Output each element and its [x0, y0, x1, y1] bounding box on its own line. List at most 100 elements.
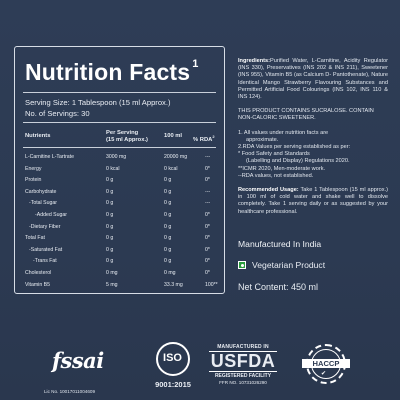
nutrient-rda: 0*	[205, 270, 210, 276]
ingredients-paragraph: Ingredients:Purified Water, L-Carnitine,…	[238, 58, 388, 101]
nutrient-rda: ---	[205, 154, 211, 160]
nutrient-rda: ---	[205, 200, 211, 207]
haccp-seal-icon: HACCP ✔	[302, 344, 350, 384]
nutrient-row: -Total Sugar 0 g 0 g ---	[15, 200, 226, 212]
nutrient-name: Vitamin B5	[25, 281, 50, 288]
nutrient-per-100ml: 0 g	[164, 246, 172, 253]
haccp-text: HACCP	[302, 359, 350, 368]
usfda-logo: MANUFACTURED IN USFDA REGISTERED FACILIT…	[209, 344, 277, 385]
nutrient-per-100ml: 0 g	[164, 177, 172, 184]
nutrient-name: Protein	[25, 177, 42, 184]
nutrient-rda: 0*	[205, 223, 210, 230]
nutrient-per-100ml: 0 mg	[164, 270, 176, 276]
vegetarian-text: Vegetarian Product	[252, 260, 326, 270]
header-per-serving-line1: Per Serving	[106, 130, 139, 136]
vegetarian-label: Vegetarian Product	[238, 260, 325, 270]
nutrient-per-serving: 5 mg	[106, 281, 118, 288]
nutrient-per-serving: 0 g	[106, 258, 114, 265]
usfda-main-text: USFDA	[210, 351, 276, 371]
nutrient-per-serving: 0 g	[106, 177, 114, 184]
header-per-serving-line2: (15 ml Approx.)	[106, 137, 148, 143]
nutrient-name: -Dietary Fiber	[29, 223, 61, 230]
ingredients-text: Purified Water, L-Carnitine, Acidity Reg…	[238, 58, 388, 101]
header-rda-text: % RDA	[193, 136, 213, 143]
header-per-serving: Per Serving (15 ml Approx.)	[106, 130, 148, 144]
footnote: **ICMR 2020, Men-moderate work.	[238, 165, 326, 172]
nutrient-row: L-Carnitine L-Tartrate 3000 mg 20000 mg ---	[15, 154, 226, 166]
nutrient-per-100ml: 0 kcal	[164, 165, 178, 172]
nutrient-per-100ml: 0 g	[164, 235, 172, 242]
nutrient-name: L-Carnitine L-Tartrate	[25, 154, 75, 160]
nutrient-row: Cholesterol 0 mg 0 mg 0*	[15, 270, 226, 282]
iso-text: ISO	[163, 352, 182, 364]
nutrient-name: Total Fat	[25, 235, 45, 242]
nutrient-row: Protein 0 g 0 g 0*	[15, 177, 226, 189]
servings-count: No. of Servings: 30	[25, 109, 90, 118]
nutrient-rda: 0*	[205, 258, 210, 265]
nutrient-rda: 0*	[205, 212, 210, 218]
fssai-license: Lic No. 10017011004609	[44, 389, 95, 394]
divider	[23, 122, 216, 123]
divider	[23, 147, 216, 148]
serving-size: Serving Size: 1 Tablespoon (15 ml Approx…	[25, 98, 171, 107]
certification-logos: fssai Lic No. 10017011004609 ISO 9001:20…	[0, 340, 400, 400]
checkmark-icon: ✔	[321, 371, 327, 377]
nutrient-row: -Added Sugar 0 g 0 g 0*	[15, 212, 226, 224]
nutrition-facts-panel: Nutrition Facts 1 Serving Size: 1 Tablesp…	[14, 46, 225, 294]
nutrient-rda: ---	[205, 188, 211, 195]
nutrition-facts-title: Nutrition Facts 1	[25, 58, 199, 86]
usfda-ffr-number: FFR NO. 10731026290	[219, 380, 267, 385]
nutrient-name: Cholesterol	[25, 270, 52, 276]
nutrient-per-100ml: 20000 mg	[164, 154, 188, 160]
footnote: * Food Safety and Standards	[238, 151, 310, 158]
nutrient-name: -Saturated Fat	[29, 246, 63, 253]
fssai-logo: fssai Lic No. 10017011004609	[44, 348, 104, 394]
nutrient-per-100ml: 0 g	[164, 212, 172, 218]
manufactured-in: Manufactured In India	[238, 239, 322, 249]
nutrient-per-100ml: 0 g	[164, 223, 172, 230]
nutrient-rda: 0*	[205, 235, 210, 242]
nutrient-name: Energy	[25, 165, 42, 172]
header-rda: % RDA2	[193, 133, 215, 144]
title-text: Nutrition Facts	[25, 59, 191, 85]
nutrient-row: -Trans Fat 0 g 0 g 0*	[15, 258, 226, 270]
nutrient-rda: 0*	[205, 165, 210, 172]
fssai-wordmark: fssai	[52, 348, 104, 373]
nutrient-per-serving: 0 mg	[106, 270, 118, 276]
iso-standard: 9001:2015	[155, 380, 191, 389]
ingredients-label: Ingredients:	[238, 58, 271, 64]
veg-symbol-icon	[238, 261, 246, 269]
nutrient-per-serving: 0 g	[106, 212, 114, 218]
nutrient-rda: 100**	[205, 281, 218, 288]
header-per-100ml: 100 ml	[164, 133, 183, 139]
footnotes: 1. All values under nutrition facts are …	[238, 130, 388, 180]
nutrient-row: Total Fat 0 g 0 g 0*	[15, 235, 226, 247]
nutrient-name: -Added Sugar	[35, 212, 68, 218]
net-content: Net Content: 450 ml	[238, 282, 319, 292]
usage-text: Take 1 Tablespoon (15 ml approx.) in 100…	[238, 187, 388, 215]
footnote: (Labelling and Display) Regulations 2020…	[246, 158, 350, 165]
usage-label: Recommended Usage:	[238, 187, 299, 194]
footnote: --RDA values, not established.	[238, 172, 314, 179]
nutrient-name: -Trans Fat	[33, 258, 57, 265]
nutrient-per-serving: 0 g	[106, 223, 114, 230]
info-column: Ingredients:Purified Water, L-Carnitine,…	[238, 58, 388, 216]
nutrient-per-serving: 0 g	[106, 235, 114, 242]
footnote: 2.RDA Values per serving established as …	[238, 144, 351, 151]
divider	[23, 92, 216, 93]
nutrient-name: Carbohydrate	[25, 188, 57, 195]
nutrient-per-serving: 0 g	[106, 200, 114, 207]
footnote: 1. All values under nutrition facts are	[238, 129, 329, 136]
nutrient-row: Carbohydrate 0 g 0 g ---	[15, 189, 226, 201]
iso-logo: ISO 9001:2015	[153, 342, 197, 389]
header-nutrients: Nutrients	[25, 133, 51, 139]
nutrient-per-serving: 3000 mg	[106, 154, 127, 160]
footnote: approximate.	[246, 136, 279, 143]
nutrient-rda: 0*	[205, 177, 210, 184]
header-rda-footnote: 2	[212, 134, 215, 139]
usage-paragraph: Recommended Usage: Take 1 Tablespoon (15…	[238, 187, 388, 216]
nutrient-rda: 0*	[205, 246, 210, 253]
nutrient-row: -Dietary Fiber 0 g 0 g 0*	[15, 224, 226, 236]
nutrient-per-serving: 0 kcal	[106, 165, 120, 172]
nutrient-row: Energy 0 kcal 0 kcal 0*	[15, 166, 226, 178]
